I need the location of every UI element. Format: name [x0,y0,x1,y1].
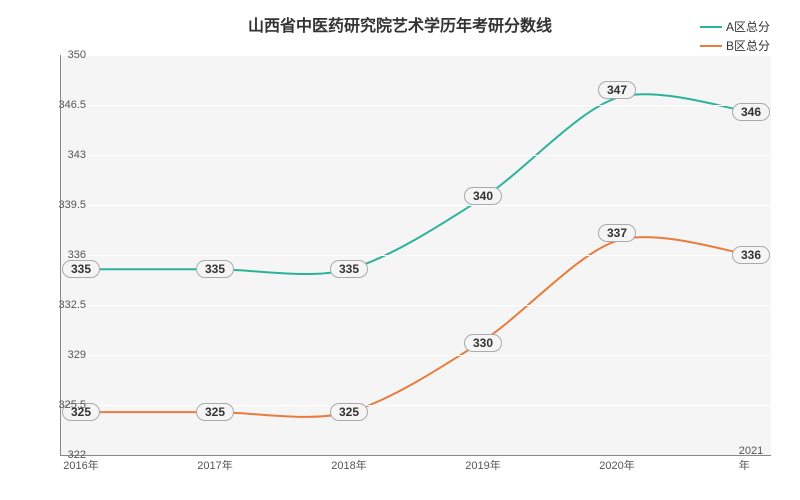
legend-label-b: B区总分 [726,37,770,54]
gridline [61,355,771,356]
chart-title: 山西省中医药研究院艺术学历年考研分数线 [248,12,552,36]
x-tick-label: 2019年 [465,457,500,473]
data-label: 330 [464,334,502,352]
gridline [61,205,771,206]
y-tick-label: 339.5 [46,199,86,211]
data-label: 346 [732,103,770,121]
gridline [61,305,771,306]
y-tick-label: 343 [46,149,86,161]
data-label: 336 [732,246,770,264]
data-label: 325 [330,403,368,421]
chart-container: 山西省中医药研究院艺术学历年考研分数线 A区总分 B区总分 2016年2017年… [0,0,800,500]
x-tick-label: 2020年 [599,457,634,473]
x-tick-label: 2017年 [197,457,232,473]
gridline [61,55,771,56]
y-tick-label: 336 [46,249,86,261]
x-tick-label: 2018年 [331,457,366,473]
data-label: 347 [598,81,636,99]
legend-swatch-b [700,45,722,47]
gridline [61,405,771,406]
y-tick-label: 329 [46,349,86,361]
data-label: 340 [464,187,502,205]
y-tick-label: 346.5 [46,99,86,111]
x-tick-label: 2021年 [739,445,763,473]
legend: A区总分 B区总分 [700,18,770,56]
data-label: 335 [62,260,100,278]
data-label: 335 [196,260,234,278]
legend-label-a: A区总分 [726,18,770,35]
data-label: 325 [196,403,234,421]
gridline [61,105,771,106]
legend-swatch-a [700,26,722,28]
legend-item-a: A区总分 [700,18,770,35]
y-tick-label: 332.5 [46,299,86,311]
y-tick-label: 325.5 [46,399,86,411]
data-label: 337 [598,224,636,242]
plot-area: 2016年2017年2018年2019年2020年2021年3353353353… [60,55,771,456]
gridline [61,155,771,156]
series-line-a [81,94,751,274]
data-label: 335 [330,260,368,278]
legend-item-b: B区总分 [700,37,770,54]
y-tick-label: 322 [46,449,86,461]
gridline [61,255,771,256]
series-line-b [81,237,751,417]
y-tick-label: 350 [46,49,86,61]
